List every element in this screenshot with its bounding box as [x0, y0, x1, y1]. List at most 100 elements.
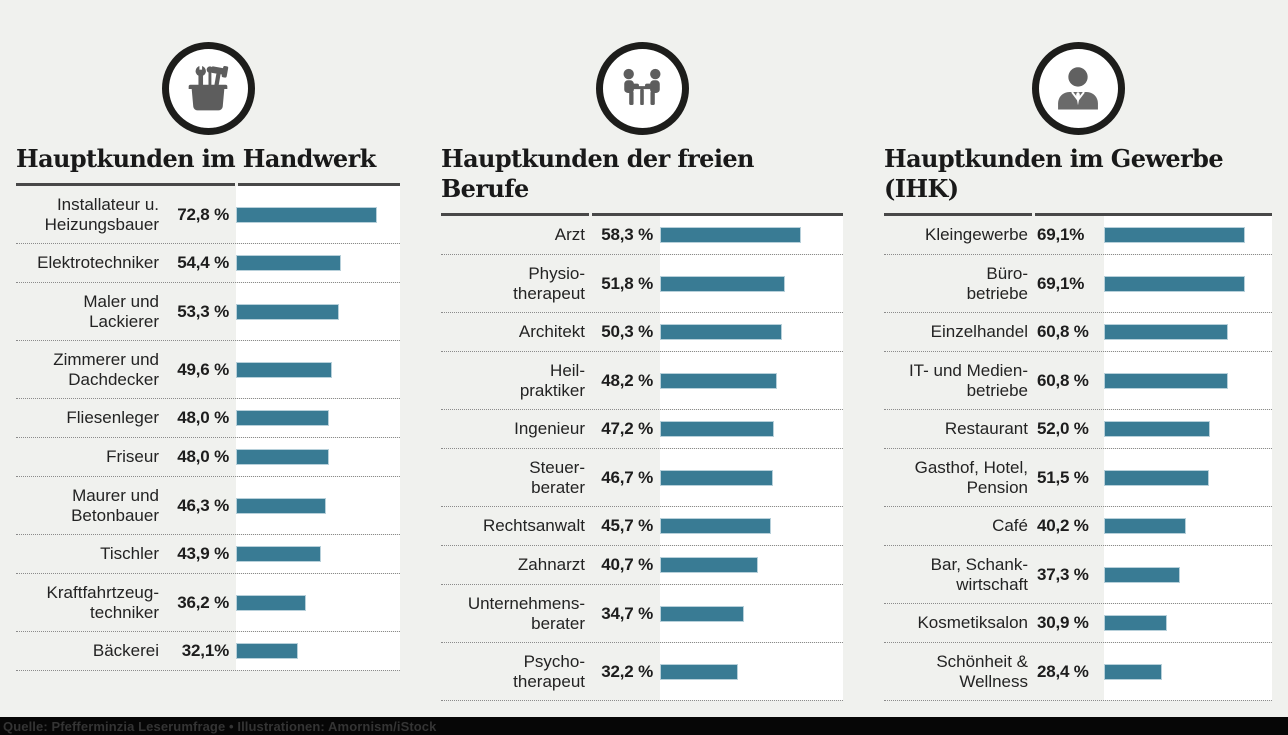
chart-row: Bar, Schank-wirtschaft 37,3 %	[884, 546, 1272, 604]
chart-icon-wrap	[441, 42, 843, 135]
chart-row: Bäckerei 32,1%	[16, 632, 400, 671]
row-value: 51,5 %	[1037, 467, 1089, 487]
bar	[236, 361, 333, 378]
bar	[236, 497, 326, 514]
row-label: IT- und Medien-betriebe	[908, 360, 1028, 400]
bar-track	[660, 643, 843, 700]
chart-freie-berufe: Hauptkunden der freien Berufe Arzt 58,3 %…	[441, 42, 843, 701]
row-value: 36,2 %	[177, 592, 229, 612]
bar	[236, 303, 340, 320]
bar	[236, 594, 307, 611]
row-label: Physio-therapeut	[513, 263, 585, 303]
bar-track	[660, 546, 843, 584]
row-value: 53,3 %	[177, 301, 229, 321]
rule-segment	[441, 213, 589, 216]
row-value: 69,1%	[1037, 273, 1085, 293]
bar-track	[236, 186, 400, 243]
row-value: 28,4 %	[1037, 661, 1089, 681]
row-label: Maler und Lackierer	[83, 291, 159, 331]
bar	[1104, 615, 1168, 631]
bar	[1104, 227, 1245, 243]
bar-track	[660, 585, 843, 642]
chart-icon-wrap	[16, 42, 400, 135]
bar-track	[236, 477, 400, 534]
row-label: Elektrotechniker	[37, 253, 159, 272]
bar	[660, 469, 773, 486]
row-value: 32,1%	[181, 641, 229, 660]
bar	[660, 605, 744, 622]
bar	[1104, 324, 1229, 340]
row-label: Schönheit & Wellness	[936, 651, 1028, 691]
row-label: Friseur	[106, 447, 159, 466]
bar	[660, 372, 777, 389]
row-label: Fliesenleger	[66, 408, 159, 427]
toolbox-icon	[161, 42, 255, 135]
bar	[236, 410, 329, 426]
row-value: 60,8 %	[1037, 322, 1089, 341]
chart-row: Psycho-therapeut 32,2 %	[441, 643, 843, 701]
row-value: 72,8 %	[177, 204, 229, 224]
row-value: 46,7 %	[601, 467, 653, 487]
chart-row: Unternehmens-berater 34,7 %	[441, 585, 843, 643]
row-value: 48,0 %	[177, 408, 229, 427]
bar	[1104, 518, 1186, 534]
row-value: 69,1%	[1037, 225, 1085, 244]
source-footer: Quelle: Pfefferminzia Leserumfrage • Ill…	[0, 717, 1288, 735]
rule-segment	[884, 213, 1032, 216]
row-value: 54,4 %	[177, 253, 229, 272]
bar	[1104, 663, 1162, 680]
row-value: 46,3 %	[177, 495, 229, 515]
chart-row: Einzelhandel 60,8 %	[884, 313, 1272, 352]
chart-row: IT- und Medien-betriebe 60,8 %	[884, 352, 1272, 410]
bar	[660, 421, 775, 437]
bar-track	[660, 313, 843, 351]
row-value: 32,2 %	[601, 661, 653, 681]
meeting-icon	[595, 42, 689, 135]
row-value: 34,7 %	[601, 603, 653, 623]
row-label: Ingenieur	[514, 419, 585, 438]
row-label: Kraftfahrtzeug-techniker	[46, 582, 159, 622]
chart-row: Installateur u. Heizungsbauer 72,8 %	[16, 186, 400, 244]
row-label: Einzelhandel	[930, 322, 1028, 341]
row-label: Steuer-berater	[529, 457, 585, 497]
chart-gewerbe: Hauptkunden im Gewerbe (IHK) Kleingewerb…	[884, 42, 1272, 701]
chart-row: Maler und Lackierer 53,3 %	[16, 283, 400, 341]
row-label: Restaurant	[944, 419, 1028, 438]
bar-track	[660, 216, 843, 254]
bar-track	[1104, 313, 1272, 351]
row-label: Unternehmens-berater	[467, 593, 585, 633]
bar	[660, 663, 738, 680]
bar	[660, 518, 771, 534]
row-label: Heil-praktiker	[519, 360, 585, 400]
row-value: 37,3 %	[1037, 564, 1089, 584]
chart-title: Hauptkunden im Handwerk	[16, 144, 376, 173]
row-value: 45,7 %	[601, 516, 653, 535]
row-value: 47,2 %	[601, 419, 653, 438]
chart-row: Arzt 58,3 %	[441, 216, 843, 255]
chart-row: Fliesenleger 48,0 %	[16, 399, 400, 438]
row-value: 43,9 %	[177, 544, 229, 563]
bar-track	[660, 352, 843, 409]
bar-track	[1104, 352, 1272, 409]
row-label: Gasthof, Hotel, Pension	[914, 457, 1028, 497]
chart-row: Kleingewerbe 69,1%	[884, 216, 1272, 255]
row-label: Arzt	[554, 225, 585, 244]
chart-row: Heil-praktiker 48,2 %	[441, 352, 843, 410]
row-value: 50,3 %	[601, 322, 653, 341]
rule-segment	[592, 213, 843, 216]
row-label: Rechtsanwalt	[482, 516, 585, 535]
row-value: 58,3 %	[601, 225, 653, 244]
chart-row: Kosmetiksalon 30,9 %	[884, 604, 1272, 643]
chart-row: Ingenieur 47,2 %	[441, 410, 843, 449]
chart-row: Elektrotechniker 54,4 %	[16, 244, 400, 283]
chart-row: Rechtsanwalt 45,7 %	[441, 507, 843, 546]
row-label: Zimmerer und Dachdecker	[53, 349, 159, 389]
chart-handwerk: Hauptkunden im Handwerk Installateur u. H…	[16, 42, 400, 701]
chart-row: Friseur 48,0 %	[16, 438, 400, 477]
bar-track	[236, 399, 400, 437]
bar-track	[1104, 410, 1272, 448]
bar-track	[1104, 507, 1272, 545]
row-label: Zahnarzt	[517, 555, 585, 574]
bar	[660, 227, 801, 243]
bar-track	[236, 341, 400, 398]
